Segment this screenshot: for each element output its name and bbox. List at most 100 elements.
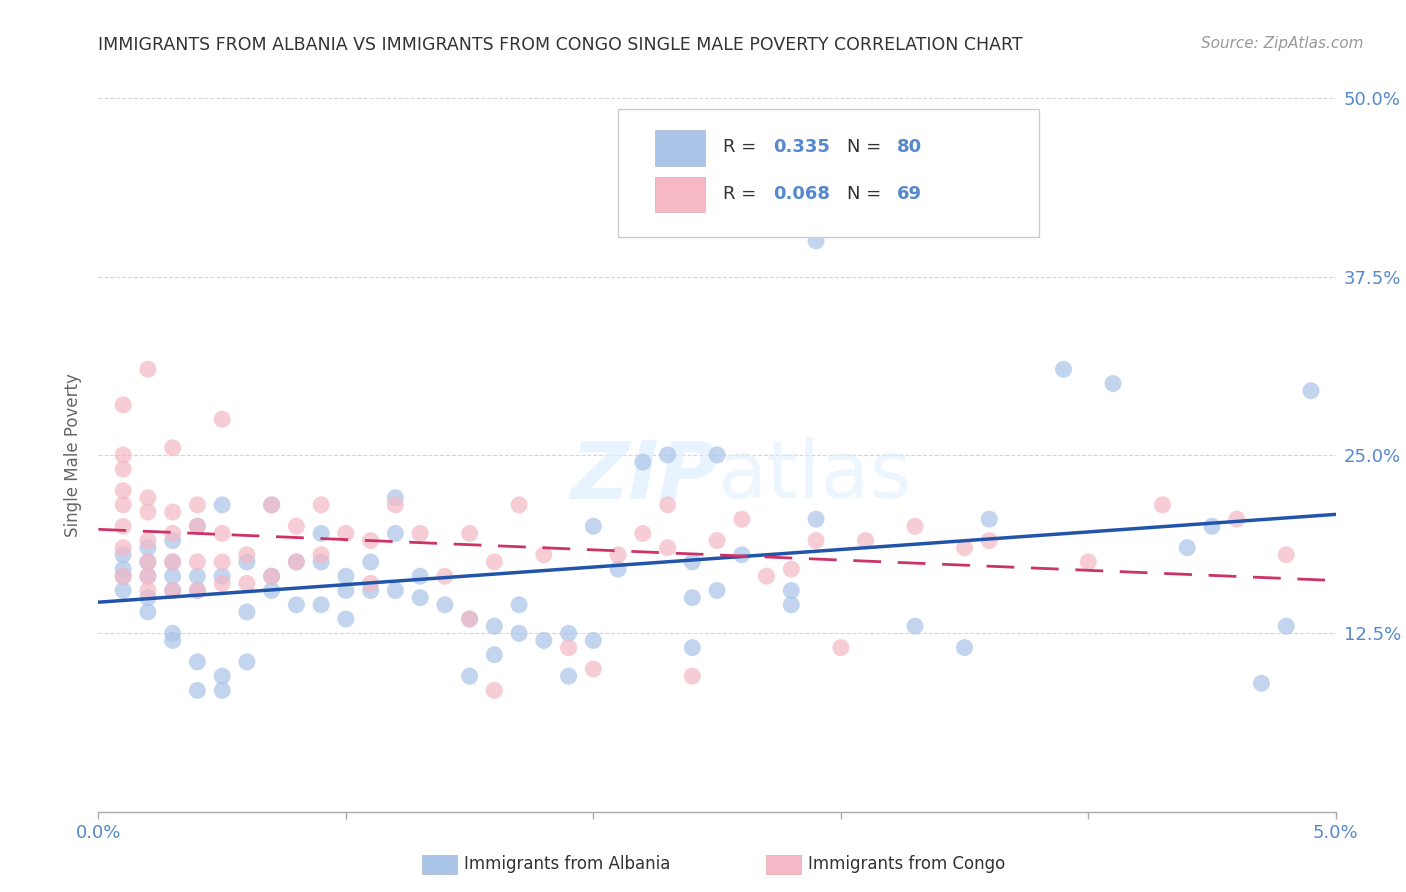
- Point: [904, 519, 927, 533]
- Point: [260, 583, 283, 598]
- Point: [186, 519, 208, 533]
- Point: [484, 648, 506, 662]
- Point: [1102, 376, 1125, 391]
- Point: [533, 548, 555, 562]
- Point: [162, 555, 184, 569]
- Point: [186, 655, 208, 669]
- Point: [484, 619, 506, 633]
- Point: [136, 533, 159, 548]
- Text: atlas: atlas: [717, 437, 911, 516]
- Point: [855, 533, 877, 548]
- Point: [285, 598, 308, 612]
- Point: [681, 591, 703, 605]
- Point: [112, 548, 135, 562]
- Point: [804, 234, 827, 248]
- Point: [162, 626, 184, 640]
- Point: [1250, 676, 1272, 690]
- Text: R =: R =: [723, 137, 762, 155]
- Point: [335, 612, 357, 626]
- Point: [1226, 512, 1249, 526]
- Point: [309, 526, 332, 541]
- Point: [484, 683, 506, 698]
- Point: [260, 569, 283, 583]
- Point: [309, 598, 332, 612]
- Point: [285, 555, 308, 569]
- Point: [236, 548, 259, 562]
- Point: [384, 583, 406, 598]
- Point: [162, 505, 184, 519]
- Point: [1299, 384, 1322, 398]
- Point: [335, 526, 357, 541]
- Point: [409, 526, 432, 541]
- Point: [136, 583, 159, 598]
- Point: [360, 533, 382, 548]
- Point: [136, 362, 159, 376]
- Point: [236, 576, 259, 591]
- Point: [458, 612, 481, 626]
- Point: [136, 491, 159, 505]
- Point: [409, 591, 432, 605]
- Point: [260, 569, 283, 583]
- Point: [433, 569, 456, 583]
- Point: [904, 619, 927, 633]
- Point: [260, 498, 283, 512]
- Point: [112, 562, 135, 576]
- Point: [953, 640, 976, 655]
- Text: Immigrants from Albania: Immigrants from Albania: [464, 855, 671, 873]
- Point: [136, 569, 159, 583]
- Point: [211, 569, 233, 583]
- Text: Immigrants from Congo: Immigrants from Congo: [808, 855, 1005, 873]
- Point: [706, 448, 728, 462]
- Point: [657, 541, 679, 555]
- Point: [508, 598, 530, 612]
- Point: [136, 541, 159, 555]
- Text: ZIP: ZIP: [569, 437, 717, 516]
- Text: N =: N =: [846, 137, 887, 155]
- FancyBboxPatch shape: [619, 109, 1039, 237]
- Point: [112, 569, 135, 583]
- Point: [112, 519, 135, 533]
- Text: 0.335: 0.335: [773, 137, 830, 155]
- Point: [112, 569, 135, 583]
- Point: [681, 669, 703, 683]
- Point: [582, 519, 605, 533]
- Point: [484, 555, 506, 569]
- Point: [409, 569, 432, 583]
- FancyBboxPatch shape: [655, 130, 704, 166]
- Point: [285, 555, 308, 569]
- Point: [186, 569, 208, 583]
- Text: 69: 69: [897, 186, 921, 203]
- Point: [755, 569, 778, 583]
- Point: [186, 519, 208, 533]
- Point: [112, 483, 135, 498]
- Point: [112, 498, 135, 512]
- Point: [335, 583, 357, 598]
- Point: [780, 562, 803, 576]
- Point: [211, 669, 233, 683]
- Point: [953, 541, 976, 555]
- Point: [186, 498, 208, 512]
- Point: [186, 683, 208, 698]
- Point: [112, 541, 135, 555]
- Point: [136, 555, 159, 569]
- Point: [1175, 541, 1198, 555]
- Point: [979, 533, 1001, 548]
- Y-axis label: Single Male Poverty: Single Male Poverty: [65, 373, 83, 537]
- Point: [162, 583, 184, 598]
- Point: [731, 512, 754, 526]
- Point: [211, 412, 233, 426]
- Point: [458, 669, 481, 683]
- Point: [211, 526, 233, 541]
- Point: [804, 512, 827, 526]
- Point: [706, 583, 728, 598]
- Point: [681, 555, 703, 569]
- Point: [1275, 548, 1298, 562]
- Point: [631, 455, 654, 469]
- Point: [1201, 519, 1223, 533]
- Point: [309, 548, 332, 562]
- Point: [112, 398, 135, 412]
- FancyBboxPatch shape: [655, 177, 704, 212]
- Point: [211, 576, 233, 591]
- Point: [335, 569, 357, 583]
- Point: [681, 640, 703, 655]
